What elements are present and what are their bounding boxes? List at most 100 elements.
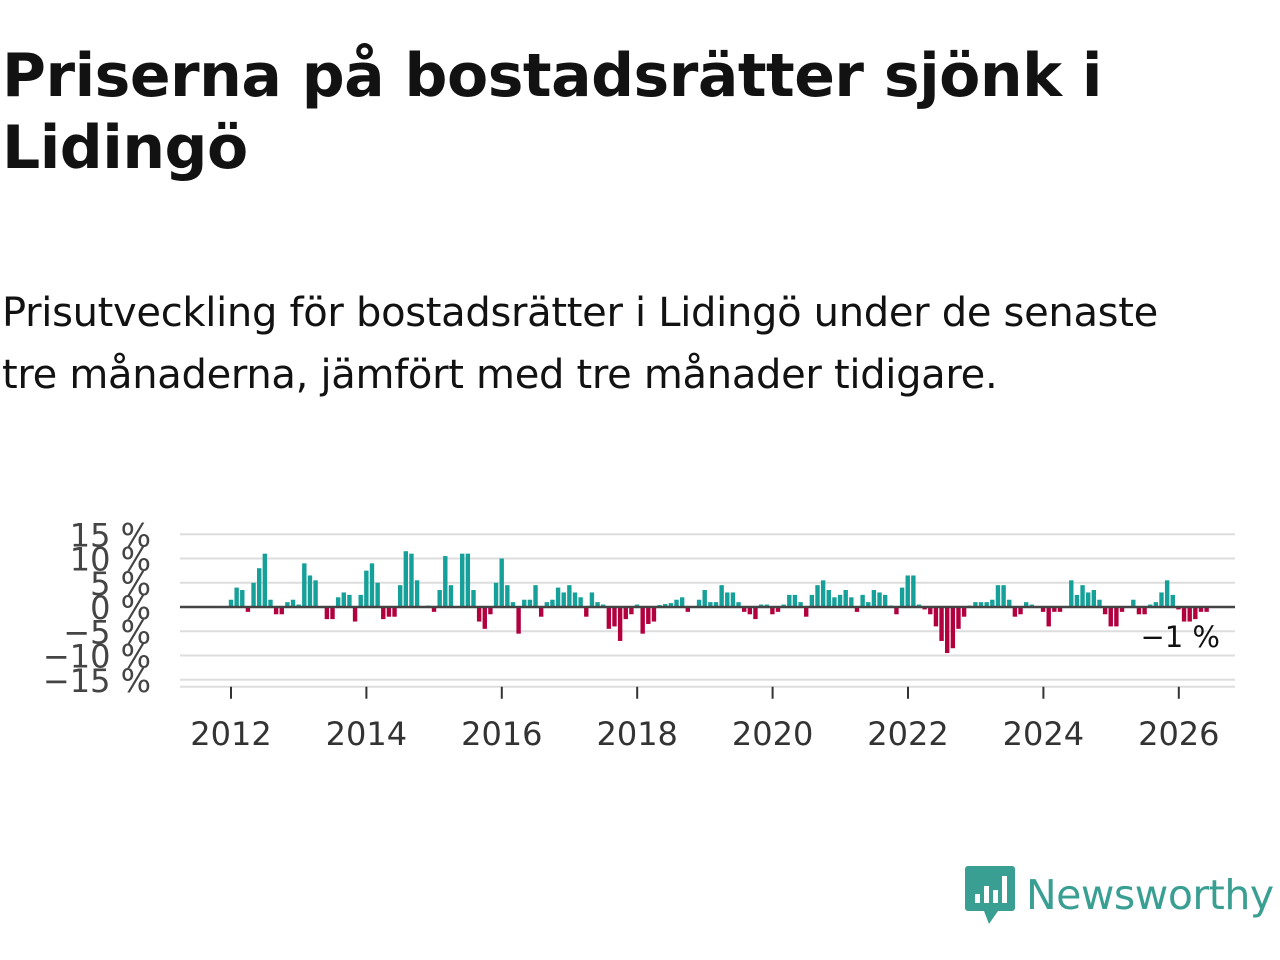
- bar: [854, 607, 860, 612]
- bar: [516, 607, 521, 634]
- bar: [1023, 602, 1029, 607]
- bar: [1142, 607, 1147, 615]
- bar: [804, 607, 809, 617]
- bar: [273, 607, 279, 615]
- bar-chart: 15 %10 %5 %0 %−5 %−10 %−15 % 2012 2014 201…: [43, 516, 1235, 750]
- bar: [685, 607, 690, 612]
- bar: [871, 590, 877, 607]
- bar: [809, 594, 815, 607]
- bar: [561, 592, 566, 607]
- bar: [460, 553, 465, 607]
- x-tick-label: 2022: [867, 715, 948, 750]
- bar: [567, 585, 572, 607]
- bar: [403, 551, 409, 607]
- bar: [770, 607, 775, 615]
- bar: [837, 594, 843, 607]
- bar: [234, 587, 239, 607]
- bar: [1074, 594, 1080, 607]
- bar: [815, 585, 820, 607]
- bar: [279, 607, 284, 615]
- bar: [290, 599, 296, 607]
- bar: [482, 607, 487, 629]
- bar: [606, 607, 612, 629]
- bar: [973, 602, 978, 607]
- bar: [533, 585, 538, 607]
- y-tick-label: −15 %: [43, 662, 151, 700]
- chart-subtitle: Prisutveckling för bostadsrätter i Lidin…: [2, 290, 1158, 398]
- bar: [555, 587, 561, 607]
- x-tick-label: 2012: [190, 715, 271, 750]
- bar: [1046, 607, 1051, 627]
- bar: [358, 594, 363, 607]
- bar: [313, 580, 318, 607]
- y-tick-label: 0 %: [90, 589, 151, 627]
- bar: [386, 607, 392, 617]
- newsworthy-logo-icon: [965, 866, 1015, 924]
- bar: [1102, 607, 1108, 615]
- bar: [256, 568, 262, 607]
- bar: [307, 575, 313, 607]
- bar: [324, 607, 330, 620]
- bar: [826, 590, 831, 607]
- bar: [702, 590, 707, 607]
- bar: [1080, 585, 1085, 607]
- bar: [877, 592, 882, 607]
- bar: [538, 607, 544, 617]
- bar: [956, 607, 961, 629]
- bar: [651, 607, 657, 622]
- bar: [335, 597, 341, 607]
- bar: [381, 607, 386, 620]
- bar: [995, 585, 1001, 607]
- bar: [578, 597, 583, 607]
- grid-lines: [180, 533, 1235, 688]
- bar: [741, 607, 747, 612]
- bar: [285, 602, 290, 607]
- bar: [476, 607, 482, 622]
- bar: [251, 582, 256, 607]
- bar: [894, 607, 899, 615]
- bar: [572, 592, 578, 607]
- bar: [832, 597, 837, 607]
- bar: [352, 607, 358, 622]
- bar: [527, 599, 533, 607]
- x-tick-label: 2016: [461, 715, 542, 750]
- bar: [1085, 592, 1091, 607]
- bar: [928, 607, 933, 615]
- bar: [866, 602, 871, 607]
- x-tick-label: 2024: [1003, 715, 1084, 750]
- bar: [595, 602, 600, 607]
- bar: [431, 607, 437, 612]
- bar: [584, 607, 589, 617]
- bar: [792, 594, 798, 607]
- bar: [544, 602, 550, 607]
- bar: [240, 590, 245, 607]
- bar: [1131, 599, 1136, 607]
- bar: [933, 607, 939, 627]
- bar: [414, 580, 420, 607]
- bar: [911, 575, 916, 607]
- y-tick-label: 10 %: [70, 541, 151, 579]
- bar: [849, 597, 854, 607]
- y-tick-label: −5 %: [63, 613, 151, 651]
- bar: [753, 607, 758, 620]
- bar: [228, 599, 234, 607]
- bar: [747, 607, 753, 615]
- x-tick-label: 2020: [732, 715, 813, 750]
- bar: [262, 553, 268, 607]
- newsworthy-logo-text: Newsworthy: [1026, 871, 1274, 919]
- bar: [499, 558, 504, 607]
- bar: [341, 592, 346, 607]
- bar: [1119, 607, 1125, 612]
- bar: [1159, 592, 1164, 607]
- bar: [1001, 585, 1006, 607]
- bar: [397, 585, 403, 607]
- bar: [708, 602, 713, 607]
- bar: [364, 570, 369, 607]
- bar: [775, 607, 781, 612]
- bar: [674, 599, 679, 607]
- bar: [713, 602, 719, 607]
- bar: [488, 607, 493, 615]
- bar: [1012, 607, 1018, 617]
- bar: [330, 607, 335, 620]
- bar: [736, 602, 741, 607]
